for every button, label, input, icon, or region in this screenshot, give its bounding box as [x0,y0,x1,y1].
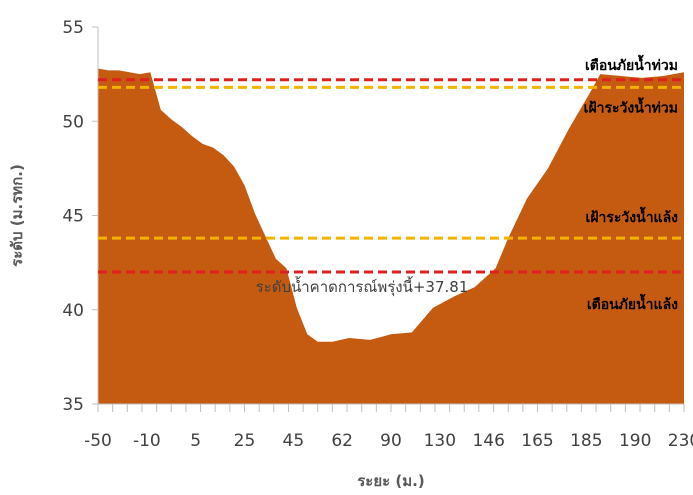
x-tick-label: 165 [521,431,553,451]
y-tick-label: 40 [62,301,84,321]
y-tick-label: 35 [62,395,84,415]
x-tick-label: 230 [668,431,693,451]
reference-line-label: เตือนภัยน้ำแล้ง [587,293,678,313]
plot-area [98,68,684,404]
reference-line-label: เตือนภัยน้ำท่วม [585,54,678,74]
profile-area [98,68,684,404]
x-tick-label: 90 [380,431,402,451]
x-tick-label: 25 [234,431,256,451]
y-axis-title: ระดับ (ม.รทก.) [8,164,26,267]
x-tick-label: 45 [283,431,305,451]
x-tick-label: -10 [133,431,161,451]
reference-lines: เตือนภัยน้ำท่วมเฝ้าระวังน้ำท่วมเฝ้าระวัง… [98,54,684,313]
x-tick-label: -50 [84,431,112,451]
labels: ระดับน้ำคาดการณ์พรุ่งนี้+37.81 ระยะ (ม.)… [8,164,468,490]
x-tick-label: 190 [619,431,651,451]
forecast-label: ระดับน้ำคาดการณ์พรุ่งนี้+37.81 [256,276,469,297]
x-tick-label: 185 [570,431,602,451]
x-axis-title: ระยะ (ม.) [357,472,424,490]
x-tick-label: 5 [190,431,201,451]
y-tick-label: 55 [62,18,84,38]
y-tick-label: 50 [62,112,84,132]
reference-line-label: เฝ้าระวังน้ำท่วม [584,96,678,116]
x-tick-label: 146 [472,431,504,451]
reference-line-label: เฝ้าระวังน้ำแล้ง [586,206,679,226]
y-tick-label: 45 [62,207,84,227]
axes: 35 40 45 50 55 -50 -10 5 25 45 62 90 130 146 165 185 190… [62,18,693,451]
x-tick-label: 62 [331,431,353,451]
x-tick-label: 130 [424,431,456,451]
